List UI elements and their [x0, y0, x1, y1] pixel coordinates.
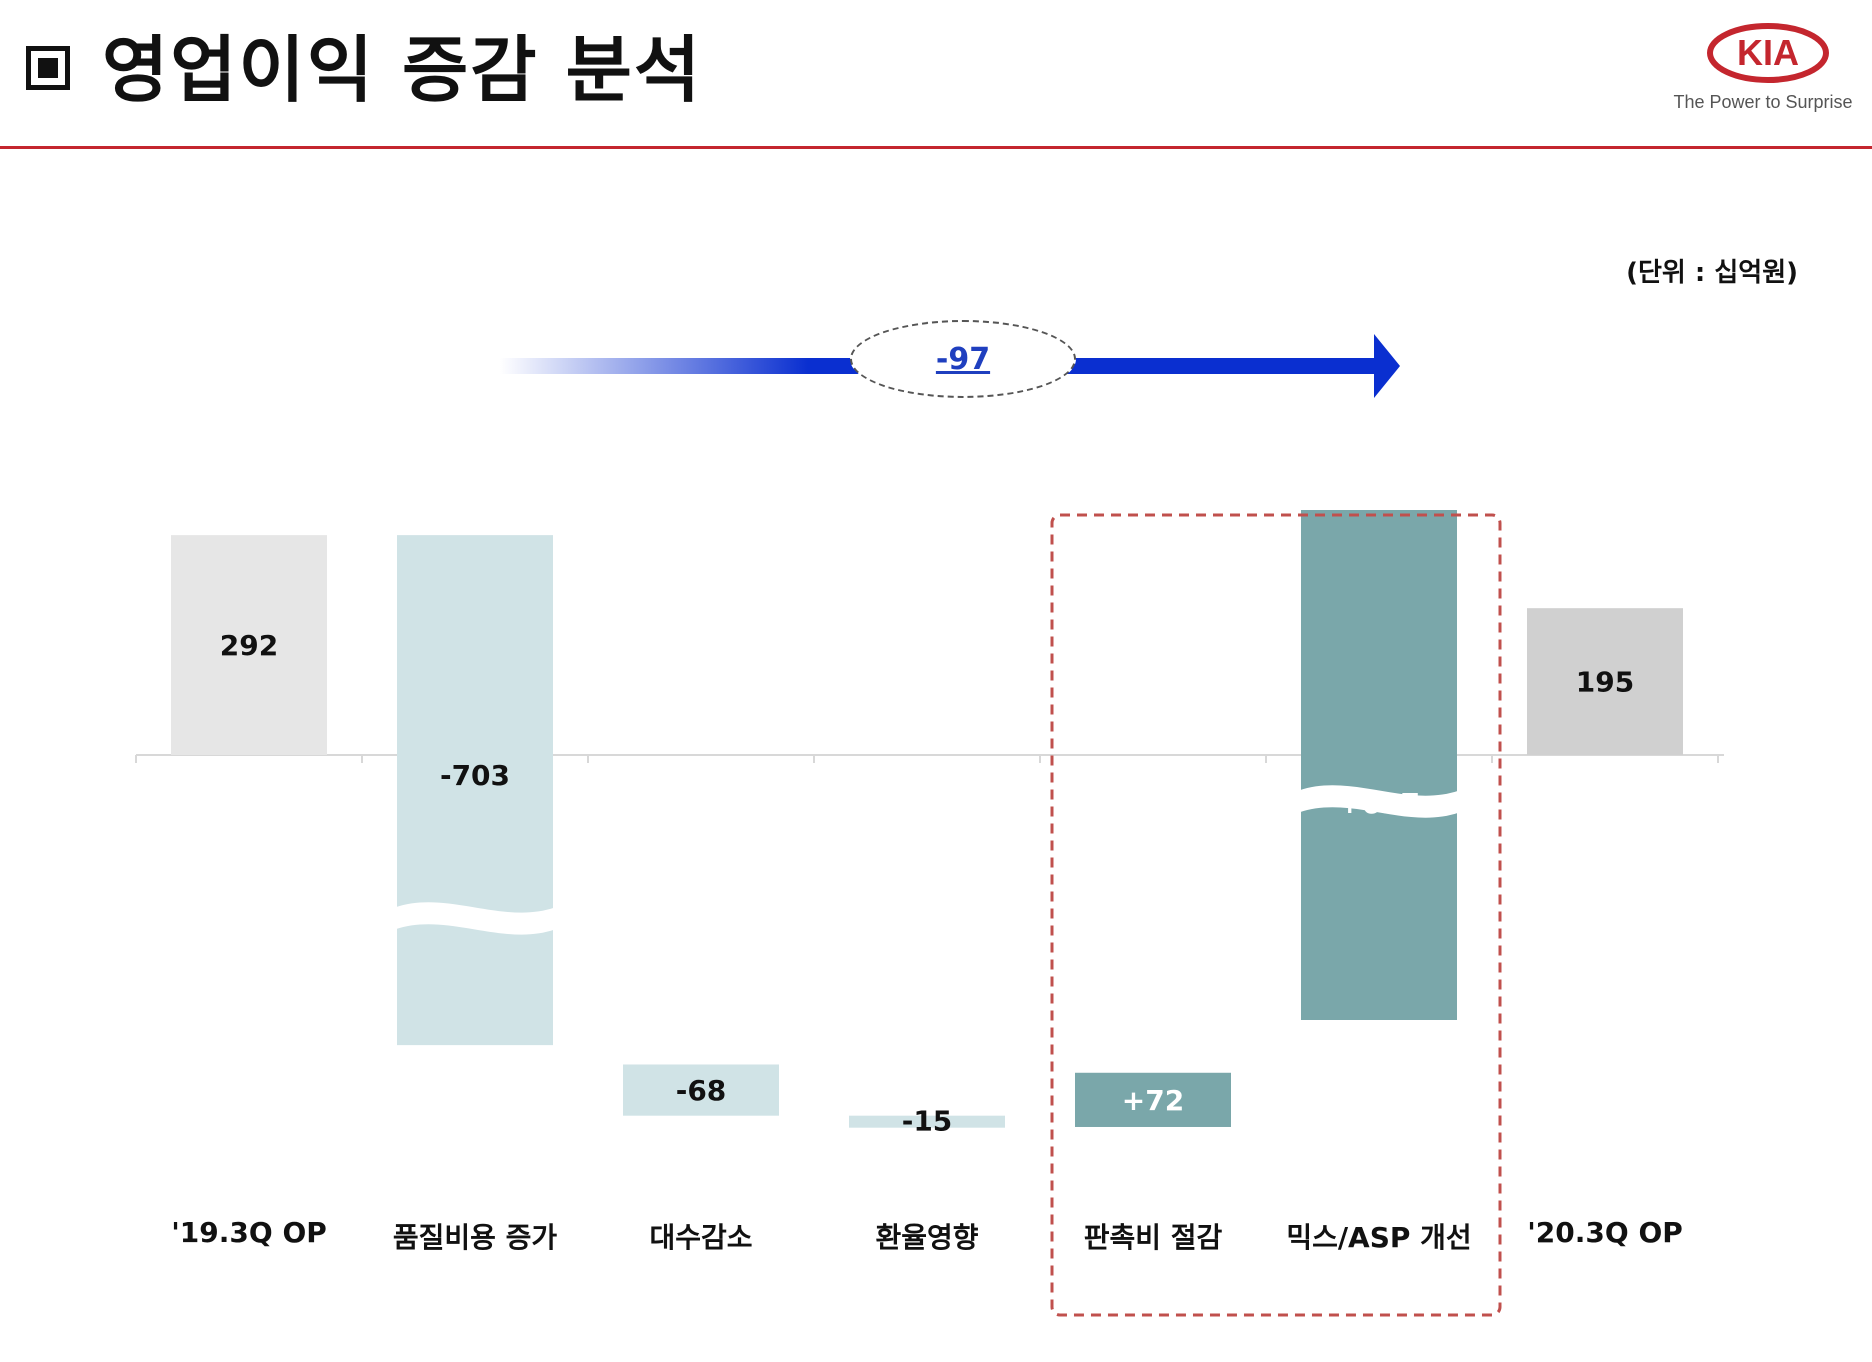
category-label-7: '20.3Q OP [1527, 1216, 1683, 1249]
unit-label: (단위 : 십억원) [1626, 258, 1798, 288]
total-change-bubble: -97 [850, 320, 1076, 398]
axis-break-icon [395, 902, 555, 935]
logo-text: KIA [1737, 32, 1799, 73]
bar-value-label-1: 292 [220, 629, 278, 662]
bar-value-label-3: -68 [676, 1074, 727, 1107]
trend-arrow-head [1374, 334, 1400, 398]
header-divider [0, 146, 1872, 149]
bar-6 [1301, 510, 1457, 1020]
bar-2 [397, 535, 553, 1046]
waterfall-chart: 292 -703 -68 -15 +72 +617 195 [135, 334, 1724, 1317]
category-label-4: 환율영향 [875, 1221, 979, 1254]
bar-value-label-2: -703 [440, 759, 510, 792]
bar-5 [1075, 1072, 1231, 1127]
bar-value-label-4: -15 [902, 1105, 953, 1138]
bar-1 [171, 535, 327, 755]
title-square-icon [26, 46, 70, 90]
bar-value-label-6: +617 [1338, 787, 1420, 820]
category-label-1: '19.3Q OP [171, 1216, 327, 1249]
category-label-3: 대수감소 [649, 1221, 753, 1254]
bar-4 [849, 1115, 1005, 1128]
kia-logo-icon: KIA [1707, 23, 1829, 83]
axis-break-icon [1299, 785, 1459, 818]
category-label-6: 믹스/ASP 개선 [1286, 1221, 1472, 1254]
bar-3 [623, 1064, 779, 1116]
bar-value-label-7: 195 [1576, 666, 1634, 699]
header: 영업이익 증감 분석 KIA The Power to Surprise [0, 0, 1872, 150]
category-label-5: 판촉비 절감 [1083, 1221, 1223, 1254]
total-change-value: -97 [935, 341, 991, 377]
bar-value-label-5: +72 [1122, 1084, 1184, 1117]
tagline: The Power to Surprise [1673, 92, 1853, 112]
bar-7 [1527, 608, 1683, 755]
page-title: 영업이익 증감 분석 [102, 28, 703, 112]
highlight-box [1050, 513, 1502, 1317]
category-label-2: 품질비용 증가 [392, 1221, 558, 1254]
